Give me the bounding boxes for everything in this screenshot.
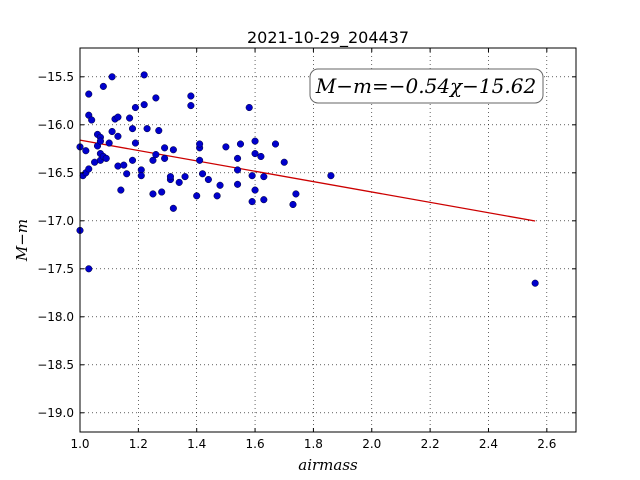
- data-point: [120, 161, 128, 169]
- data-point: [152, 94, 160, 102]
- data-point: [234, 180, 242, 188]
- y-axis-label: M−m: [13, 219, 31, 262]
- y-tick-label: −17.0: [37, 214, 74, 228]
- data-point: [234, 154, 242, 162]
- data-point: [327, 172, 335, 180]
- data-point: [166, 173, 174, 181]
- data-point: [108, 73, 116, 81]
- data-point: [99, 82, 107, 90]
- data-point: [88, 116, 96, 124]
- data-points: [76, 71, 539, 287]
- x-tick-label: 1.0: [70, 437, 89, 451]
- grid-lines: [79, 48, 576, 432]
- data-point: [196, 140, 204, 148]
- data-point: [196, 156, 204, 164]
- data-point: [257, 152, 265, 161]
- y-tick-label: −17.5: [37, 262, 74, 276]
- x-tick-label: 2.0: [362, 437, 381, 451]
- data-point: [108, 127, 116, 136]
- data-point: [128, 156, 137, 164]
- data-point: [140, 101, 148, 109]
- x-tick-label: 1.8: [304, 437, 323, 451]
- x-tick-labels: 1.0 1.2 1.4 1.6 1.8 2.0 2.2 2.4 2.6: [70, 437, 556, 451]
- data-point: [82, 147, 90, 155]
- data-point: [85, 90, 93, 98]
- data-point: [222, 143, 230, 151]
- data-point: [131, 139, 139, 147]
- data-point: [216, 181, 224, 189]
- data-point: [280, 158, 288, 166]
- x-tick-label: 1.4: [187, 437, 206, 451]
- data-point: [234, 166, 242, 174]
- data-point: [114, 162, 122, 170]
- data-point: [102, 154, 110, 162]
- data-point: [213, 192, 221, 200]
- y-tick-label: −16.5: [37, 166, 74, 180]
- plot-frame: [79, 47, 577, 433]
- data-point: [169, 204, 177, 212]
- data-point: [248, 198, 256, 206]
- data-point: [292, 190, 300, 198]
- data-point: [251, 186, 259, 194]
- data-point: [131, 103, 139, 112]
- x-axis-label: airmass: [298, 456, 358, 474]
- data-point: [114, 113, 122, 121]
- data-point: [137, 172, 145, 180]
- data-point: [271, 140, 280, 148]
- data-point: [123, 170, 131, 178]
- fit-equation-frame: [309, 68, 544, 104]
- data-point: [155, 127, 163, 135]
- data-point: [169, 146, 177, 154]
- data-point: [140, 71, 148, 79]
- data-point: [85, 165, 93, 173]
- data-point: [187, 102, 195, 110]
- x-tick-label: 1.2: [129, 437, 148, 451]
- fit-equation-box: M−m=−0.54χ−15.62: [309, 68, 544, 104]
- data-point: [289, 200, 297, 209]
- y-tick-label: −16.0: [37, 118, 74, 132]
- data-point: [531, 279, 539, 287]
- data-point: [158, 188, 166, 196]
- data-point: [161, 144, 169, 152]
- data-point: [126, 114, 134, 122]
- data-point: [128, 125, 137, 133]
- x-tick-label: 1.6: [246, 437, 265, 451]
- chart-title: 2021-10-29_204437: [247, 28, 409, 48]
- data-point: [236, 140, 245, 148]
- data-point: [149, 156, 157, 164]
- data-point: [204, 175, 212, 184]
- data-point: [187, 92, 195, 100]
- y-tick-label: −15.5: [37, 70, 74, 84]
- data-point: [161, 154, 169, 162]
- y-tick-label: −18.5: [37, 358, 74, 372]
- y-tick-label: −19.0: [37, 406, 74, 420]
- y-tick-labels: −15.5 −16.0 −16.5 −17.0 −17.5 −18.0 −18.5 −19.0: [37, 70, 74, 420]
- x-tick-label: 2.2: [421, 437, 440, 451]
- data-point: [251, 137, 259, 145]
- data-point: [114, 132, 122, 140]
- data-point: [85, 265, 93, 273]
- fit-equation-text: M−m=−0.54χ−15.62: [315, 74, 536, 98]
- y-tick-label: −18.0: [37, 310, 74, 324]
- data-point: [260, 173, 268, 181]
- data-point: [193, 192, 201, 200]
- data-point: [143, 125, 151, 133]
- x-tick-label: 2.4: [479, 437, 498, 451]
- data-point: [175, 178, 183, 186]
- plot-area: [80, 48, 576, 432]
- data-point: [251, 150, 259, 158]
- x-tick-label: 2.6: [537, 437, 556, 451]
- data-point: [149, 190, 157, 198]
- axis-ticks: [79, 48, 576, 432]
- data-point: [181, 173, 189, 181]
- data-point: [260, 196, 268, 204]
- data-point: [198, 170, 207, 178]
- data-point: [96, 137, 104, 145]
- data-point: [117, 186, 125, 194]
- data-point: [245, 103, 253, 112]
- data-point: [248, 172, 256, 180]
- data-point: [105, 139, 113, 147]
- data-point: [152, 151, 160, 159]
